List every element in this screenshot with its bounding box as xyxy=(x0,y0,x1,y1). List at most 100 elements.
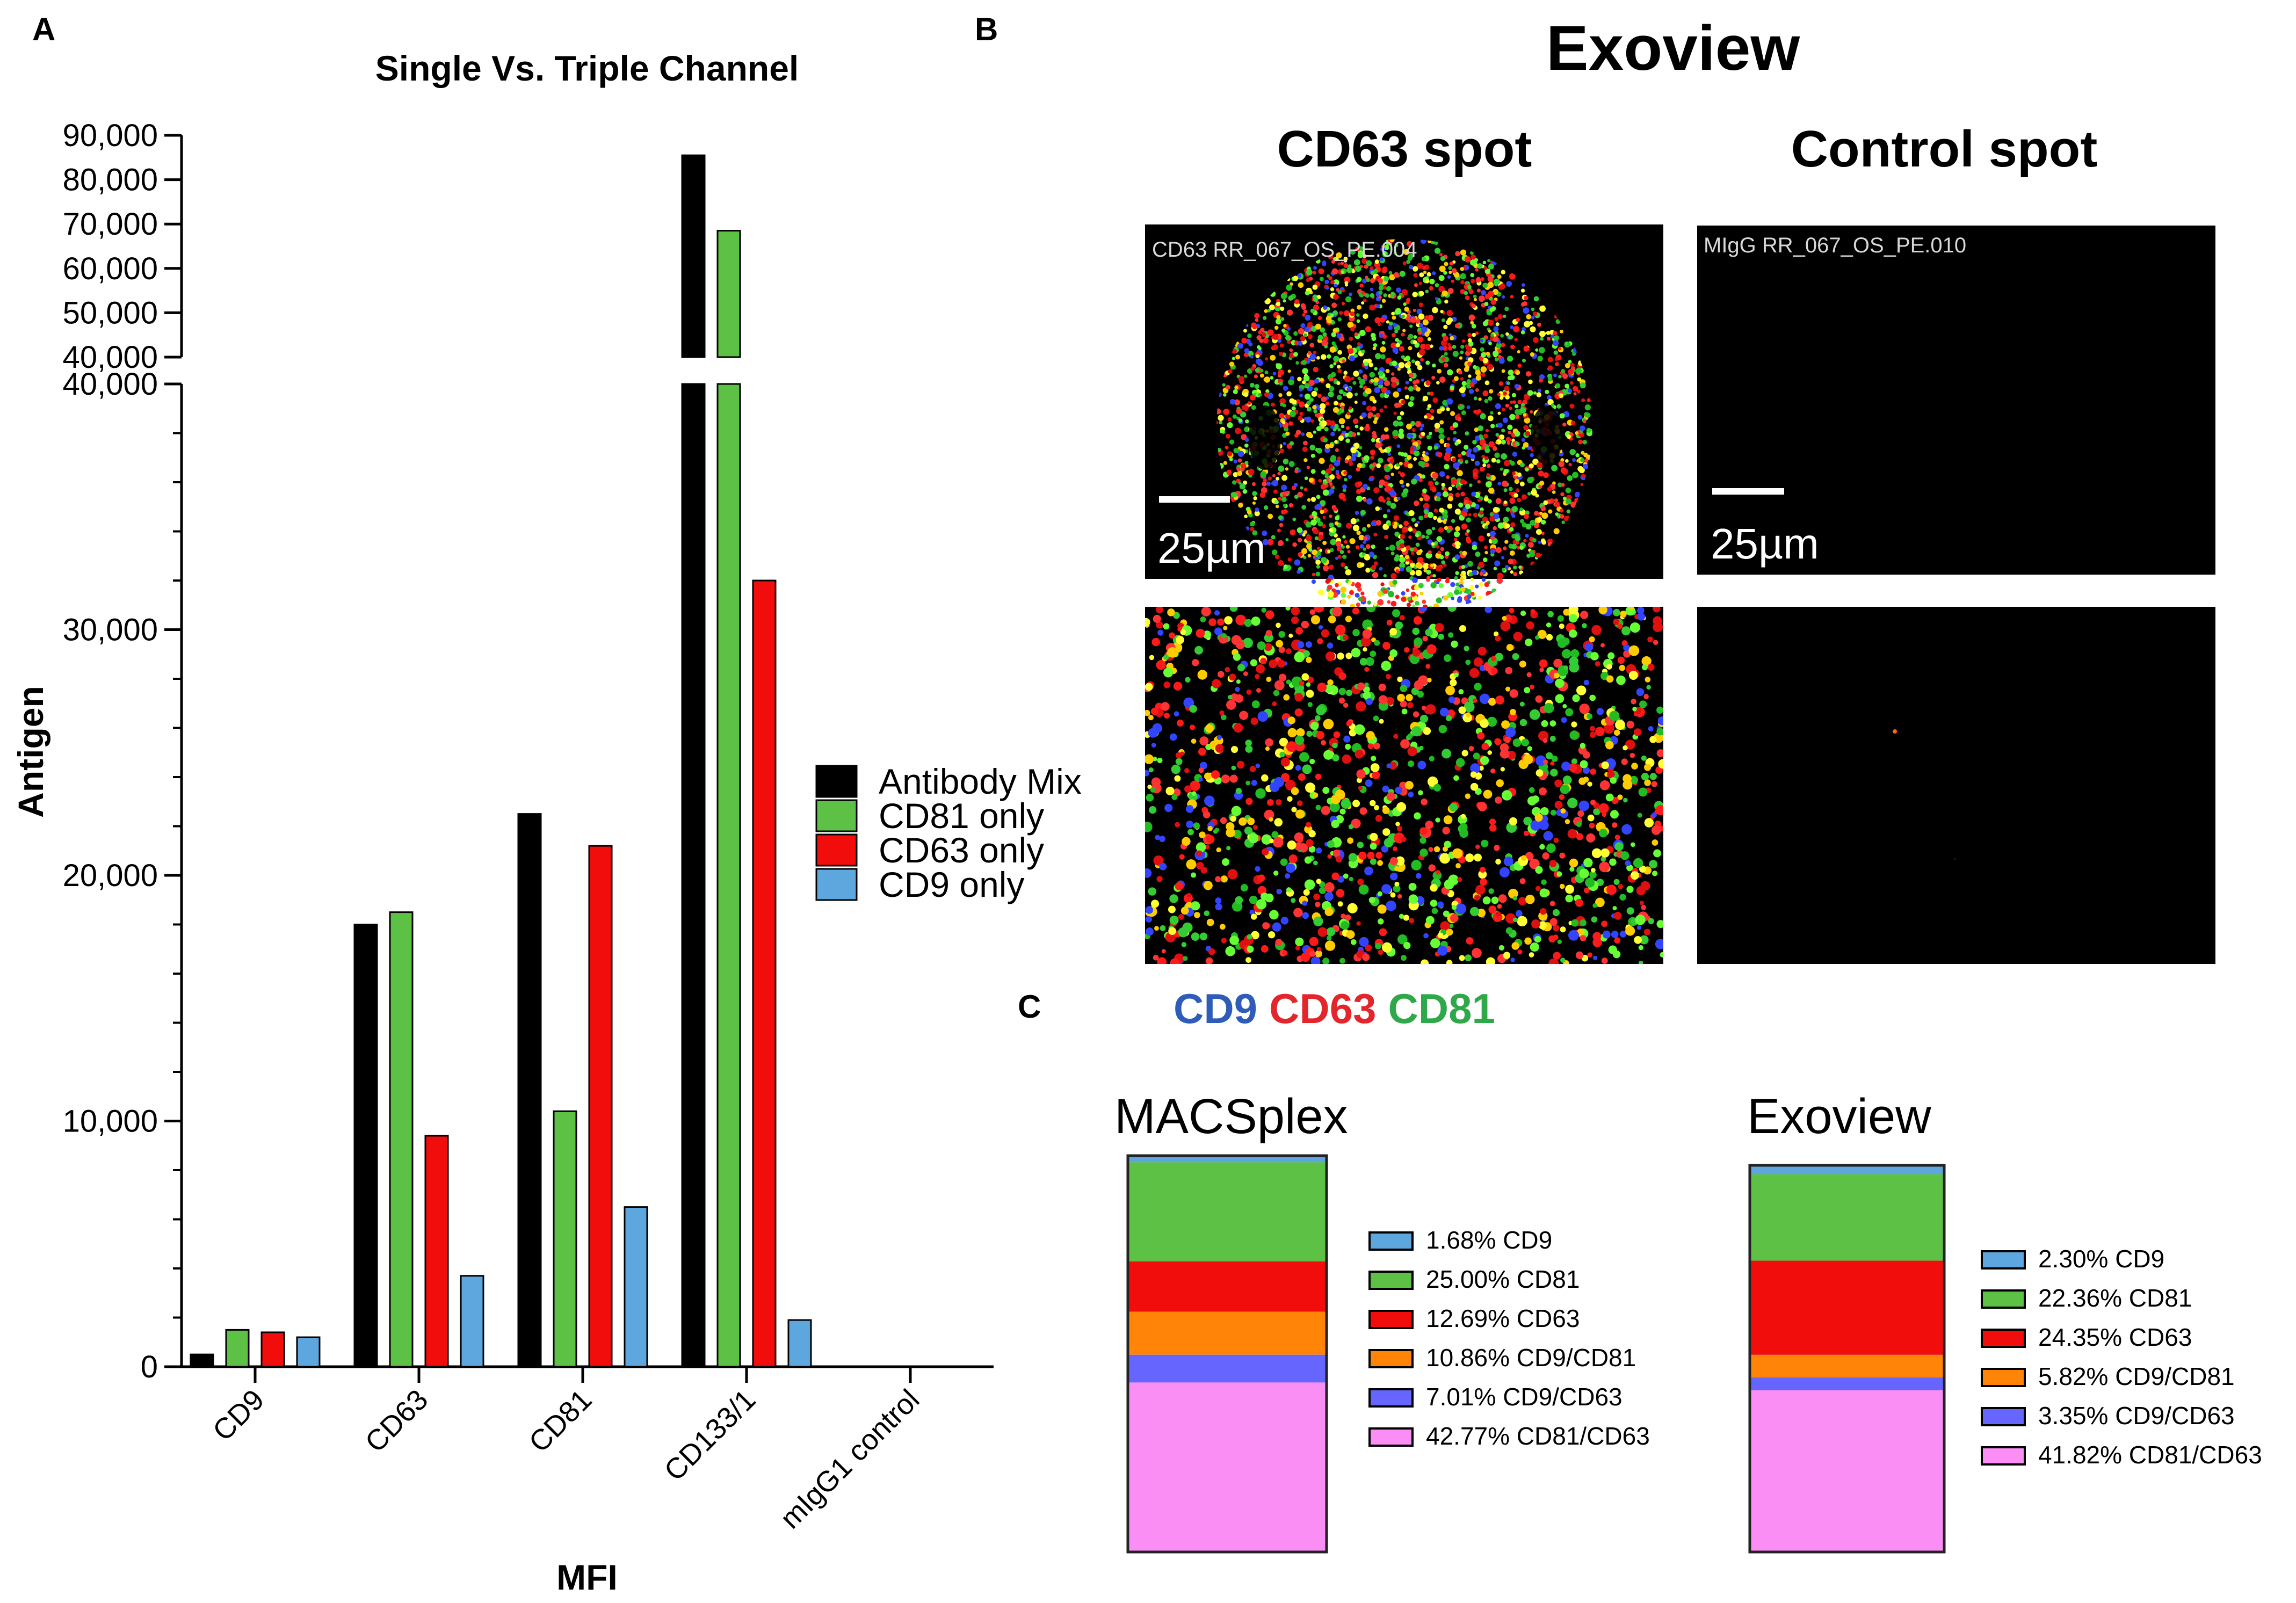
spot-dot xyxy=(1278,369,1284,376)
spot-dot xyxy=(1459,404,1465,410)
x-category-label: mIgG1 control xyxy=(774,1383,925,1535)
spot-dot xyxy=(1333,362,1337,366)
spot-dot xyxy=(1568,360,1572,364)
spot-dot xyxy=(1390,552,1395,555)
spot-dot xyxy=(1418,313,1425,320)
spot-dot xyxy=(1432,574,1436,578)
zoom-dot xyxy=(1422,636,1428,642)
zoom-dot xyxy=(1438,634,1444,640)
spot-dot xyxy=(1377,458,1384,464)
zoom-dot xyxy=(1602,930,1611,939)
zoom-dot xyxy=(1362,629,1372,639)
spot-dot xyxy=(1444,526,1448,531)
spot-dot xyxy=(1244,352,1249,358)
spot-dot xyxy=(1326,383,1331,388)
zoom-dot xyxy=(1498,894,1507,903)
zoom-dot xyxy=(1382,807,1390,815)
spot-dot xyxy=(1533,391,1537,395)
zoom-dot xyxy=(1579,703,1590,714)
spot-dot xyxy=(1547,395,1552,400)
spot-dot xyxy=(1505,403,1509,408)
zoom-dot xyxy=(1205,957,1213,964)
spot-dot xyxy=(1378,290,1383,295)
zoom-dot xyxy=(1585,877,1595,888)
zoom-dot xyxy=(1609,710,1620,721)
zoom-dot xyxy=(1295,945,1300,951)
spot-dot xyxy=(1297,538,1302,542)
zoom-dot xyxy=(1652,812,1657,818)
spot-dot xyxy=(1298,416,1303,421)
spot-dot xyxy=(1570,362,1575,367)
spot-dot xyxy=(1551,403,1554,407)
spot-dot xyxy=(1337,365,1341,369)
zoom-dot xyxy=(1276,888,1282,895)
spot-dot xyxy=(1286,309,1293,316)
zoom-dot xyxy=(1321,806,1330,815)
spot-dot xyxy=(1415,360,1420,366)
zoom-dot xyxy=(1560,808,1566,814)
zoom-dot xyxy=(1400,739,1410,749)
spot-dot xyxy=(1430,344,1433,348)
spot-dot xyxy=(1306,407,1312,412)
zoom-dot xyxy=(1349,876,1353,882)
spot-dot xyxy=(1567,388,1572,393)
zoom-dot xyxy=(1370,858,1377,865)
zoom-dot xyxy=(1145,683,1153,691)
spot-dot xyxy=(1375,442,1381,448)
zoom-dot xyxy=(1295,937,1304,946)
spot-dot xyxy=(1330,432,1335,437)
zoom-dot xyxy=(1382,785,1389,793)
zoom-dot xyxy=(1194,645,1203,655)
spot-dot xyxy=(1411,528,1417,533)
spot-dot xyxy=(1435,565,1442,572)
spot-dot xyxy=(1466,346,1473,353)
bar xyxy=(553,1110,577,1368)
spot-dot xyxy=(1389,490,1396,497)
zoom-dot xyxy=(1393,846,1398,851)
zoom-dot xyxy=(1160,925,1166,931)
zoom-dot xyxy=(1161,949,1166,954)
zoom-dot xyxy=(1587,781,1592,787)
spot-dot xyxy=(1558,374,1562,379)
spot-dot xyxy=(1497,482,1502,485)
zoom-dot xyxy=(1187,829,1194,836)
zoom-dot xyxy=(1494,845,1500,851)
zoom-dot xyxy=(1477,802,1487,811)
zoom-dot xyxy=(1233,723,1243,733)
zoom-dot xyxy=(1206,918,1214,926)
spot-dot xyxy=(1347,594,1351,599)
zoom-dot xyxy=(1276,640,1284,648)
spot-dot xyxy=(1318,555,1322,558)
zoom-dot xyxy=(1379,928,1387,937)
spot-dot xyxy=(1576,459,1580,463)
spot-dot xyxy=(1410,316,1417,323)
zoom-dot xyxy=(1337,901,1343,907)
zoom-dot xyxy=(1401,708,1408,715)
spot-dot xyxy=(1330,280,1335,285)
spot-dot xyxy=(1561,369,1566,373)
spot-dot xyxy=(1227,451,1233,456)
zoom-dot xyxy=(1280,757,1290,767)
spot-dot xyxy=(1500,333,1504,338)
spot-dot xyxy=(1480,338,1484,343)
zoom-dot xyxy=(1473,698,1477,703)
zoom-dot xyxy=(1347,837,1354,844)
zoom-dot xyxy=(1245,957,1251,963)
spot-dot xyxy=(1501,556,1505,560)
spot-dot xyxy=(1402,329,1406,332)
spot-dot xyxy=(1382,524,1389,530)
spot-dot xyxy=(1580,382,1586,389)
spot-dot xyxy=(1435,297,1439,301)
spot-dot xyxy=(1292,542,1297,547)
zoom-dot xyxy=(1399,781,1407,789)
spot-dot xyxy=(1361,301,1365,305)
zoom-dot xyxy=(1226,846,1231,851)
spot-dot xyxy=(1441,483,1445,487)
zoom-dot xyxy=(1612,822,1618,828)
zoom-dot xyxy=(1565,708,1574,716)
zoom-dot xyxy=(1214,627,1222,635)
spot-dot xyxy=(1425,289,1429,294)
spot-dot xyxy=(1267,329,1274,336)
zoom-dot xyxy=(1367,852,1375,860)
channel-legend: CD9 CD63 CD81 xyxy=(1174,985,1495,1032)
